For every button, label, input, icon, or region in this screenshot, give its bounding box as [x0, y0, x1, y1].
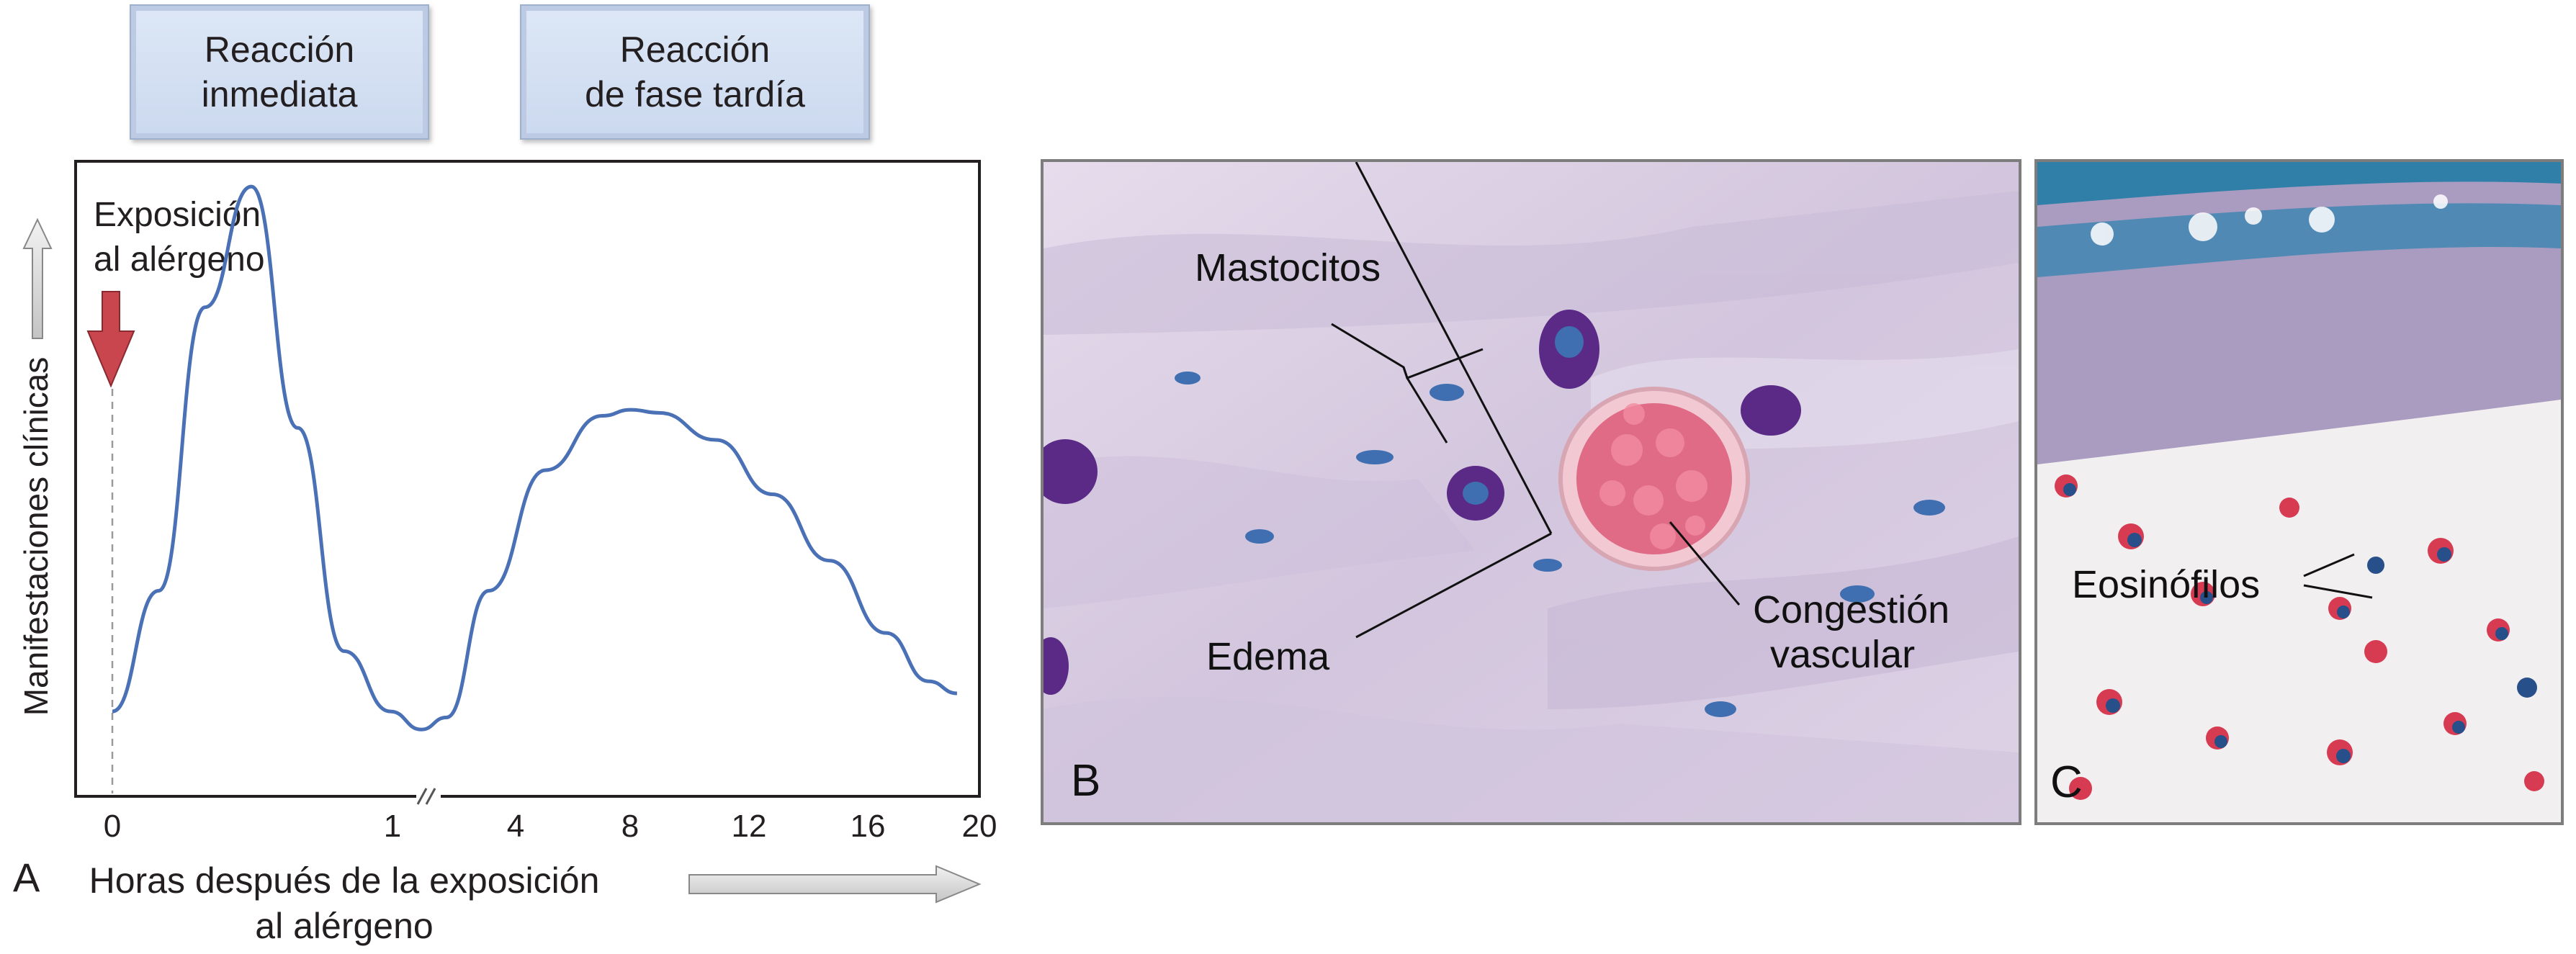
- eosinophils-label: Eosinófilos: [2072, 563, 2260, 606]
- x-tick-label-0: 0: [104, 809, 121, 844]
- panel-c-leader-lines: [2303, 553, 2373, 599]
- panel-b-leader-lines: [1331, 162, 1741, 606]
- panel-b-micrograph: Mastocitos Edema Congestión vascular B: [1041, 159, 2021, 825]
- x-axis-label-line2: al alérgeno: [255, 906, 433, 946]
- x-tick-label-16: 16: [851, 809, 886, 844]
- response-curve-line: [112, 184, 958, 732]
- x-axis-label-line1: Horas después de la exposición: [89, 860, 600, 901]
- immediate-reaction-box: Reacción inmediata: [130, 4, 429, 140]
- exposure-arrow-icon: [86, 291, 135, 388]
- axis-break-mark: [416, 788, 436, 805]
- vascular-congestion-label-line2: vascular: [1770, 633, 1915, 676]
- late-phase-reaction-box: Reacción de fase tardía: [520, 4, 870, 140]
- y-axis-arrow: [22, 217, 53, 339]
- exposure-label-line2: al alérgeno: [94, 240, 265, 279]
- x-tick-labels: 0 1 4 8 12 16 20: [104, 809, 997, 844]
- axis-break-gap: [416, 788, 441, 804]
- x-tick-label-8: 8: [621, 809, 639, 844]
- y-axis-label: Manifestaciones clínicas: [17, 357, 55, 716]
- vascular-congestion-label-line1: Congestión: [1753, 588, 1949, 631]
- panel-c-letter: C: [2050, 757, 2083, 807]
- congested-vessel: [1558, 387, 1750, 571]
- x-tick-label-4: 4: [507, 809, 524, 844]
- x-tick-label-20: 20: [962, 809, 997, 844]
- epithelium-layer: [2037, 162, 2561, 464]
- x-tick-label-12: 12: [732, 809, 767, 844]
- panel-b-letter: B: [1071, 756, 1100, 806]
- x-axis-arrow: [688, 865, 982, 904]
- eosinophil-cells: [2055, 474, 2544, 800]
- cell-nuclei: [1175, 326, 1945, 717]
- edema-label: Edema: [1206, 635, 1330, 678]
- mast-cells-label: Mastocitos: [1195, 246, 1381, 289]
- x-tick-label-1: 1: [384, 809, 401, 844]
- panel-a-chart: Manifestaciones clínicas Exposición al a…: [13, 160, 997, 946]
- plot-frame: [74, 160, 981, 798]
- panel-a-letter: A: [13, 855, 40, 900]
- panel-c-micrograph: Eosinófilos C: [2034, 159, 2564, 825]
- response-curve: [112, 184, 958, 732]
